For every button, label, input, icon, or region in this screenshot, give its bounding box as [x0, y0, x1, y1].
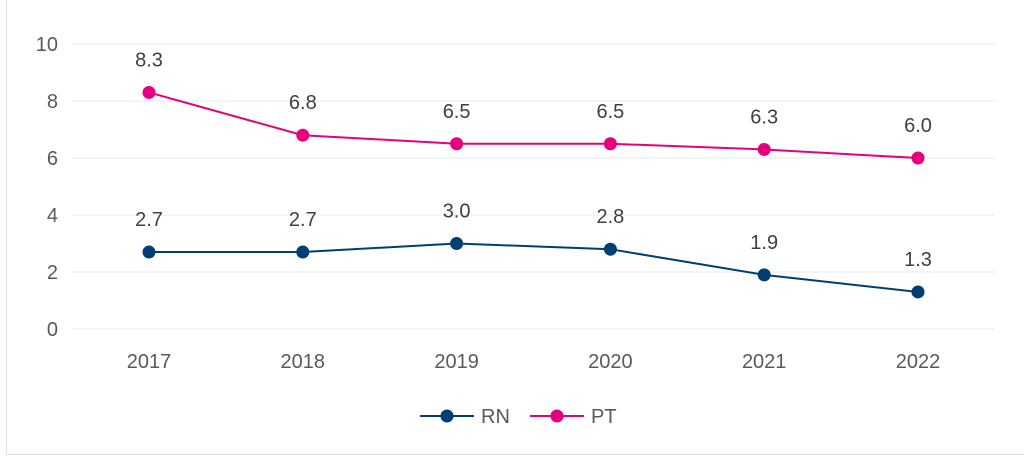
y-tick-label: 0 — [47, 319, 58, 341]
legend-marker-icon — [550, 409, 564, 423]
data-label: 3.0 — [443, 201, 471, 223]
x-tick-label: 2022 — [896, 351, 941, 373]
y-tick-label: 4 — [47, 205, 58, 227]
data-label: 6.5 — [596, 101, 624, 123]
data-label: 6.3 — [750, 106, 778, 128]
series-pt: 8.3 6.8 6.5 6.5 6.3 6.0 — [135, 49, 932, 165]
gridlines — [72, 43, 995, 330]
data-label: 6.8 — [289, 92, 317, 114]
data-label: 1.9 — [750, 232, 778, 254]
legend-marker-icon — [440, 409, 454, 423]
data-label: 2.7 — [289, 209, 317, 231]
data-point — [911, 285, 925, 299]
data-label: 1.3 — [904, 249, 932, 271]
data-point — [603, 137, 617, 151]
legend-label: RN — [481, 406, 510, 428]
y-axis: 0 2 4 6 8 10 — [36, 34, 58, 341]
data-label: 6.0 — [904, 115, 932, 137]
data-label: 6.5 — [443, 101, 471, 123]
legend-label: PT — [591, 406, 617, 428]
data-point — [757, 268, 771, 282]
data-label: 2.7 — [135, 209, 163, 231]
series-group: 2.7 2.7 3.0 2.8 1.9 1.3 8.3 6.8 6.5 6.5 6.3 6.0 — [135, 49, 932, 299]
legend-item-rn: RN — [420, 406, 510, 428]
data-point — [296, 128, 310, 142]
data-point — [603, 242, 617, 256]
x-tick-label: 2019 — [434, 351, 479, 373]
chart-frame — [6, 0, 1024, 455]
series-rn: 2.7 2.7 3.0 2.8 1.9 1.3 — [135, 201, 932, 299]
series-line-pt — [148, 91, 919, 159]
y-tick-label: 2 — [47, 262, 58, 284]
data-point — [296, 245, 310, 259]
data-point — [757, 142, 771, 156]
data-label: 2.8 — [596, 206, 624, 228]
y-tick-label: 10 — [36, 34, 58, 56]
data-label: 8.3 — [135, 49, 163, 71]
data-point — [142, 245, 156, 259]
legend: RN PT — [420, 406, 617, 428]
data-point — [142, 85, 156, 99]
legend-item-pt: PT — [530, 406, 617, 428]
series-line-rn — [149, 242, 919, 293]
x-tick-label: 2018 — [281, 351, 326, 373]
y-tick-label: 6 — [47, 148, 58, 170]
data-point — [911, 151, 925, 165]
x-tick-label: 2017 — [127, 351, 172, 373]
x-tick-label: 2020 — [588, 351, 633, 373]
data-point — [450, 237, 464, 250]
y-tick-label: 8 — [47, 91, 58, 113]
x-axis: 2017 2018 2019 2020 2021 2022 — [127, 351, 941, 373]
data-point — [450, 137, 464, 151]
x-tick-label: 2021 — [742, 351, 787, 373]
